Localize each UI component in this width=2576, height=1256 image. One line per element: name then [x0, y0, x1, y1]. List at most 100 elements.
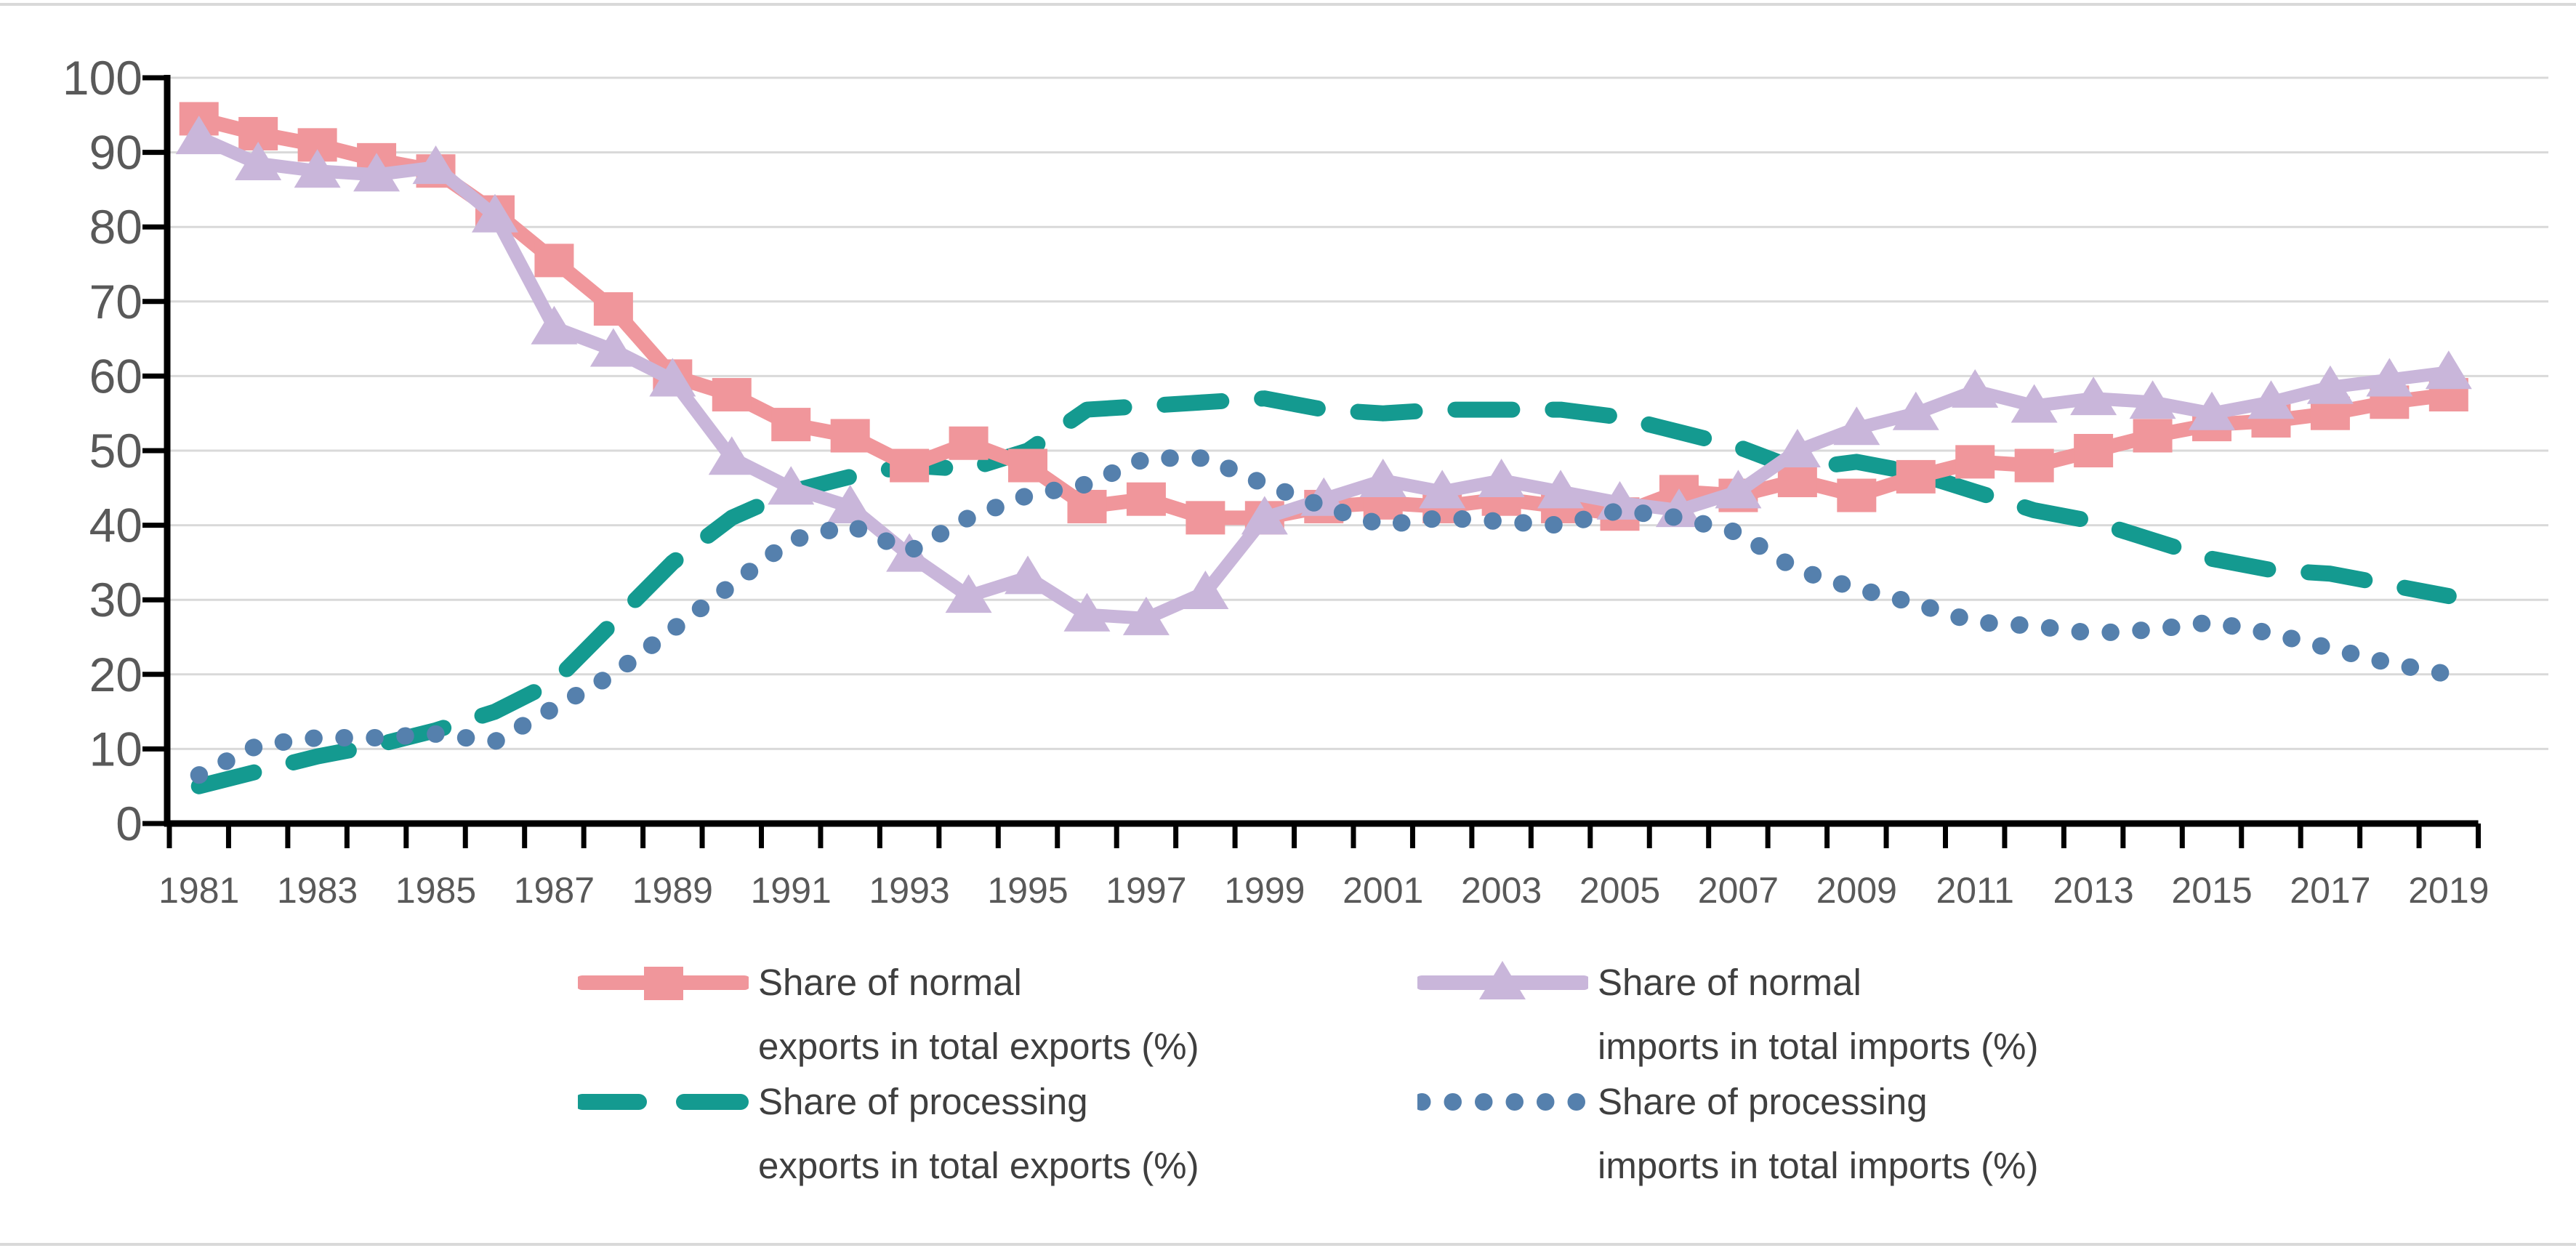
- series-normal-imports-marker-2007: [1715, 470, 1762, 509]
- series-normal-imports-marker-1985: [412, 145, 459, 185]
- series-normal-exports-marker-1994: [949, 426, 989, 460]
- legend-swatch-icon-processing-imports: [1417, 1093, 1588, 1111]
- legend-label-normal-imports: Share of normal imports in total imports…: [1598, 962, 2039, 1067]
- series-normal-exports-marker-2008: [1777, 464, 1817, 498]
- x-tick-label-1991: 1991: [751, 870, 832, 911]
- series-normal-exports-marker-2013: [2074, 434, 2114, 467]
- x-tick-label-1997: 1997: [1106, 870, 1186, 911]
- legend: Share of normal exports in total exports…: [578, 951, 2068, 1189]
- x-tick-label-2013: 2013: [2053, 870, 2134, 911]
- series-normal-exports-marker-2011: [1955, 445, 1995, 479]
- x-tick-label-1981: 1981: [158, 870, 239, 911]
- legend-swatch-icon-processing-exports: [578, 1094, 749, 1110]
- x-tick-label-2005: 2005: [1579, 870, 1660, 911]
- series-normal-imports-marker-2004: [1537, 470, 1585, 509]
- figure-border-bottom: [0, 1243, 2576, 1246]
- series-normal-imports-marker-2018: [2366, 358, 2413, 397]
- series-normal-imports-marker-1999: [1241, 496, 1288, 535]
- series-normal-exports-marker-2012: [2014, 448, 2054, 483]
- legend-item-processing-exports: Share of processing exports in total exp…: [578, 1070, 1417, 1189]
- series-normal-imports-marker-2017: [2306, 365, 2354, 404]
- legend-label-processing-imports: Share of processing imports in total imp…: [1598, 1081, 2039, 1186]
- x-tick-label-1999: 1999: [1224, 870, 1305, 911]
- series-normal-imports-marker-1992: [826, 484, 874, 523]
- legend-item-processing-imports: Share of processing imports in total imp…: [1417, 1070, 2068, 1189]
- legend-swatch-normal-exports: [578, 951, 752, 1015]
- series-normal-imports-marker-2016: [2247, 380, 2295, 419]
- legend-label-processing-exports: Share of processing exports in total exp…: [758, 1081, 1199, 1186]
- series-normal-exports-marker-2009: [1837, 478, 1877, 512]
- y-tick-label-10: 10: [89, 722, 142, 776]
- series-normal-imports-marker-1994: [945, 574, 992, 613]
- y-tick-label-20: 20: [89, 648, 142, 701]
- series-normal-exports-marker-1990: [712, 378, 752, 412]
- series-normal-exports-marker-1997: [1126, 482, 1166, 516]
- series-normal-exports-marker-1992: [830, 419, 870, 453]
- series-normal-exports-marker-1988: [593, 292, 633, 326]
- series-normal-imports-marker-1989: [649, 358, 696, 397]
- x-tick-label-2019: 2019: [2408, 870, 2489, 911]
- series-normal-exports-marker-1998: [1186, 501, 1225, 535]
- series-normal-imports-marker-1987: [531, 305, 578, 345]
- series-normal-imports-line: [192, 131, 2455, 625]
- series-normal-imports-marker-2001: [1359, 459, 1406, 498]
- series-processing-imports-line: [190, 449, 2458, 784]
- x-tick-label-2017: 2017: [2290, 870, 2370, 911]
- legend-swatch-icon-normal-imports: [1417, 961, 1588, 999]
- x-tick-label-1985: 1985: [395, 870, 476, 911]
- y-tick-label-60: 60: [89, 349, 142, 403]
- figure-border-top: [0, 3, 2576, 6]
- series-normal-imports-marker-1991: [768, 466, 815, 505]
- series-normal-exports-marker-1993: [890, 448, 930, 483]
- series-normal-imports-marker-2019: [2425, 350, 2472, 390]
- series-normal-exports-marker-1995: [1008, 448, 1048, 483]
- series-normal-imports-marker-1986: [471, 193, 518, 233]
- series-normal-imports-marker-2010: [1892, 391, 1939, 430]
- y-tick-label-40: 40: [89, 499, 142, 552]
- x-tick-label-1995: 1995: [987, 870, 1068, 911]
- series-normal-imports-marker-1981: [175, 116, 222, 155]
- series-normal-imports-marker-1997: [1122, 596, 1170, 635]
- x-tick-label-2011: 2011: [1936, 870, 2014, 911]
- series-processing-exports-line: [190, 390, 2457, 794]
- series-normal-imports-marker-2014: [2129, 380, 2176, 419]
- legend-swatch-normal-imports: [1417, 951, 1592, 1015]
- y-tick-label-70: 70: [89, 275, 142, 329]
- series-normal-imports-marker-1982: [235, 141, 282, 180]
- series-normal-imports-marker-1990: [708, 436, 755, 475]
- x-tick-label-2009: 2009: [1816, 870, 1897, 911]
- y-tick-label-30: 30: [89, 573, 142, 627]
- legend-swatch-icon-normal-exports: [578, 967, 749, 1000]
- legend-item-normal-exports: Share of normal exports in total exports…: [578, 951, 1417, 1070]
- series-normal-imports-marker-2003: [1478, 459, 1525, 498]
- legend-swatch-processing-exports: [578, 1070, 752, 1134]
- x-tick-label-1983: 1983: [277, 870, 358, 911]
- x-tick-label-2015: 2015: [2171, 870, 2252, 911]
- series-normal-imports-marker-2008: [1774, 429, 1821, 467]
- series-normal-exports-marker-2014: [2133, 419, 2173, 453]
- series-normal-imports-marker-1995: [1005, 555, 1052, 595]
- y-tick-label-50: 50: [89, 424, 142, 478]
- series-normal-exports-marker-1987: [534, 243, 574, 278]
- series-normal-imports-marker-2013: [2070, 377, 2117, 416]
- x-tick-label-1993: 1993: [869, 870, 950, 911]
- series-normal-imports-marker-2011: [1952, 369, 1999, 408]
- series-normal-imports-marker-2015: [2189, 391, 2236, 430]
- y-tick-label-100: 100: [63, 51, 142, 105]
- y-tick-label-0: 0: [116, 797, 142, 850]
- legend-label-normal-exports: Share of normal exports in total exports…: [758, 962, 1199, 1067]
- series-normal-imports-marker-2002: [1419, 470, 1466, 509]
- series-normal-imports-marker-1983: [294, 149, 341, 188]
- series-normal-imports-marker-1996: [1063, 592, 1111, 632]
- y-tick-label-80: 80: [89, 200, 142, 254]
- series-normal-imports-marker-1984: [353, 153, 401, 192]
- series-normal-imports-marker-2009: [1833, 406, 1880, 446]
- x-tick-label-1989: 1989: [632, 870, 713, 911]
- series-normal-exports-marker-1991: [771, 408, 811, 442]
- legend-swatch-processing-imports: [1417, 1070, 1592, 1134]
- y-tick-label-90: 90: [89, 126, 142, 180]
- series-normal-exports-marker-2010: [1896, 459, 1936, 494]
- x-tick-label-2007: 2007: [1698, 870, 1779, 911]
- series-normal-imports-marker-2012: [2011, 384, 2058, 423]
